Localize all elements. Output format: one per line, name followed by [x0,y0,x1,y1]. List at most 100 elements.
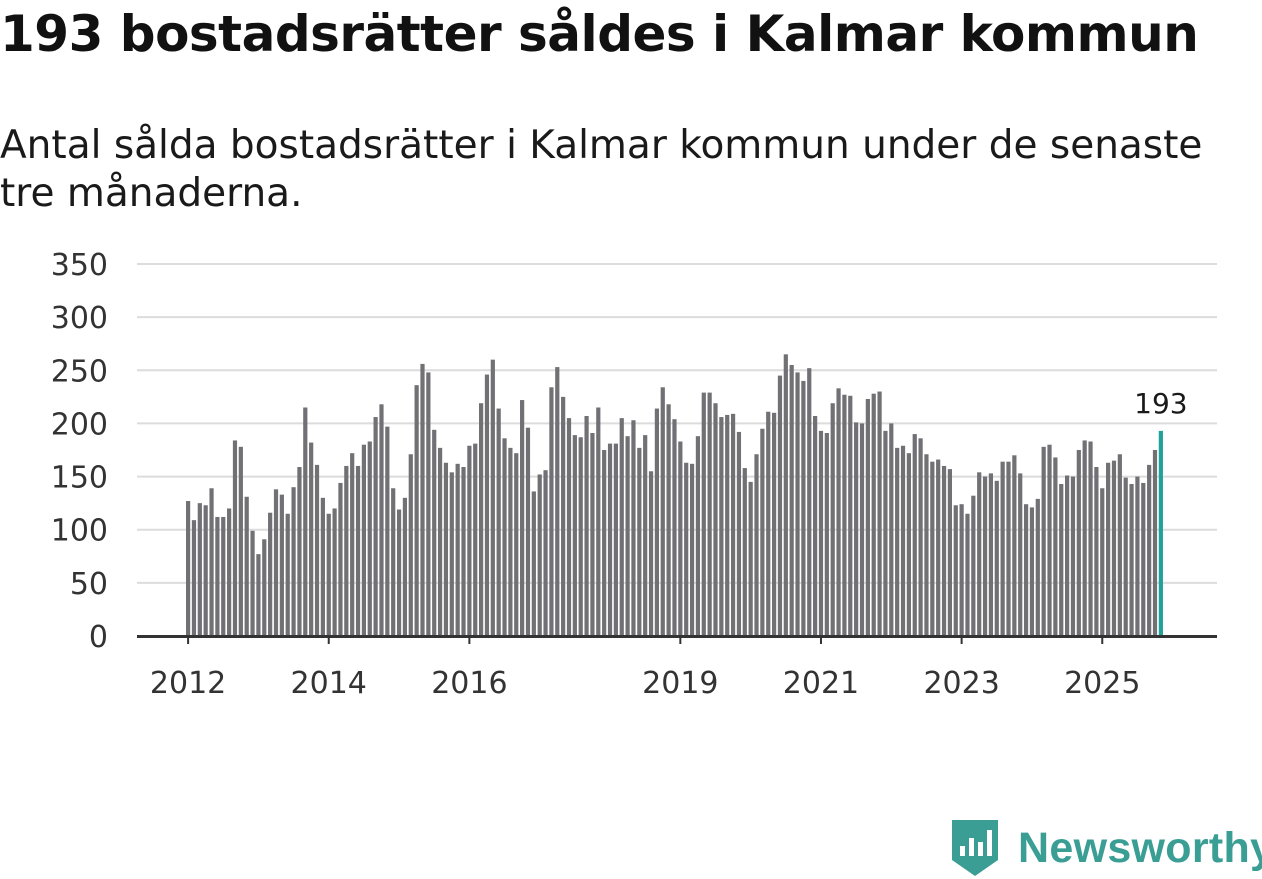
bar [607,443,613,636]
bar [889,423,894,636]
bar [227,508,232,636]
bar [320,497,325,636]
bar [408,454,413,636]
bar [1000,461,1005,636]
bar [596,407,601,636]
bar [1018,473,1023,636]
bar [344,465,349,636]
brand-name: Newsworthy [1018,823,1262,872]
bar [578,437,583,636]
bar [461,467,466,636]
bar [977,472,982,636]
bar [1006,461,1011,636]
bar [707,392,712,636]
bar [789,364,794,636]
x-tick-label-2014: 2014 [291,666,367,701]
bar [467,445,472,636]
bar [291,487,296,636]
bar [959,504,964,636]
bar [918,438,923,636]
bar [1035,498,1040,636]
bar [232,440,238,636]
bar [484,374,490,636]
chart-subtitle: Antal sålda bostadsrätter i Kalmar kommu… [0,123,1203,216]
y-axis-tick-labels: 0 50 100 150 200 250 300 350 [51,248,108,655]
bar [637,447,642,636]
y-tick-label-250: 250 [51,354,108,389]
bar [842,394,847,636]
bar [830,403,835,636]
bar [355,465,361,636]
bar [795,372,800,636]
bar [936,459,941,636]
bar [1106,462,1111,636]
bar [854,422,859,636]
bar [473,443,478,636]
bar [748,481,753,636]
bar [725,414,730,636]
y-tick-label-200: 200 [51,407,108,442]
x-tick-label-2023: 2023 [923,666,999,701]
bar [367,441,372,636]
bar [1094,467,1099,636]
bar [256,554,261,636]
bar [742,468,747,636]
bar [730,413,736,636]
bar [244,496,249,636]
bar [783,354,788,636]
bar [520,400,525,636]
bar [1141,482,1146,636]
bar [965,513,970,636]
bar [279,494,284,636]
bar [514,453,519,636]
bar [660,387,665,636]
bar [859,423,865,636]
bar [1041,446,1046,636]
bar [203,505,208,636]
bar [549,387,554,636]
bar [525,427,531,636]
newsworthy-logo-icon [952,820,998,876]
bar [736,431,742,636]
x-tick-label-2019: 2019 [642,666,718,701]
bar [1117,454,1122,636]
bar [479,403,484,636]
bar [1053,457,1058,636]
x-tick-label-2012: 2012 [150,666,226,701]
bar [930,461,935,636]
bar [1065,475,1070,636]
bar [684,462,689,636]
bar [314,464,320,636]
bar [877,391,882,636]
bar [994,480,999,636]
bar [1152,450,1158,636]
bar [590,432,595,636]
bar [490,359,495,636]
bar [631,420,636,636]
bar [883,430,888,636]
bar [273,489,279,636]
bar [420,363,425,636]
bar [818,430,824,636]
x-tick-label-2025: 2025 [1064,666,1140,701]
bar [813,415,818,636]
bar [250,530,255,636]
y-tick-label-350: 350 [51,248,108,283]
bar [414,385,419,636]
bar [1082,440,1087,636]
bar [496,408,501,636]
bar [502,438,507,636]
bar [285,513,290,636]
bar [848,395,853,636]
bar [1029,507,1035,636]
bar [572,435,577,636]
bar [391,488,396,636]
bar [555,367,560,636]
bar [1047,444,1052,636]
bar [678,441,683,636]
bar [537,474,542,636]
bar [396,509,402,636]
bar [443,462,449,636]
bar [1135,476,1140,636]
